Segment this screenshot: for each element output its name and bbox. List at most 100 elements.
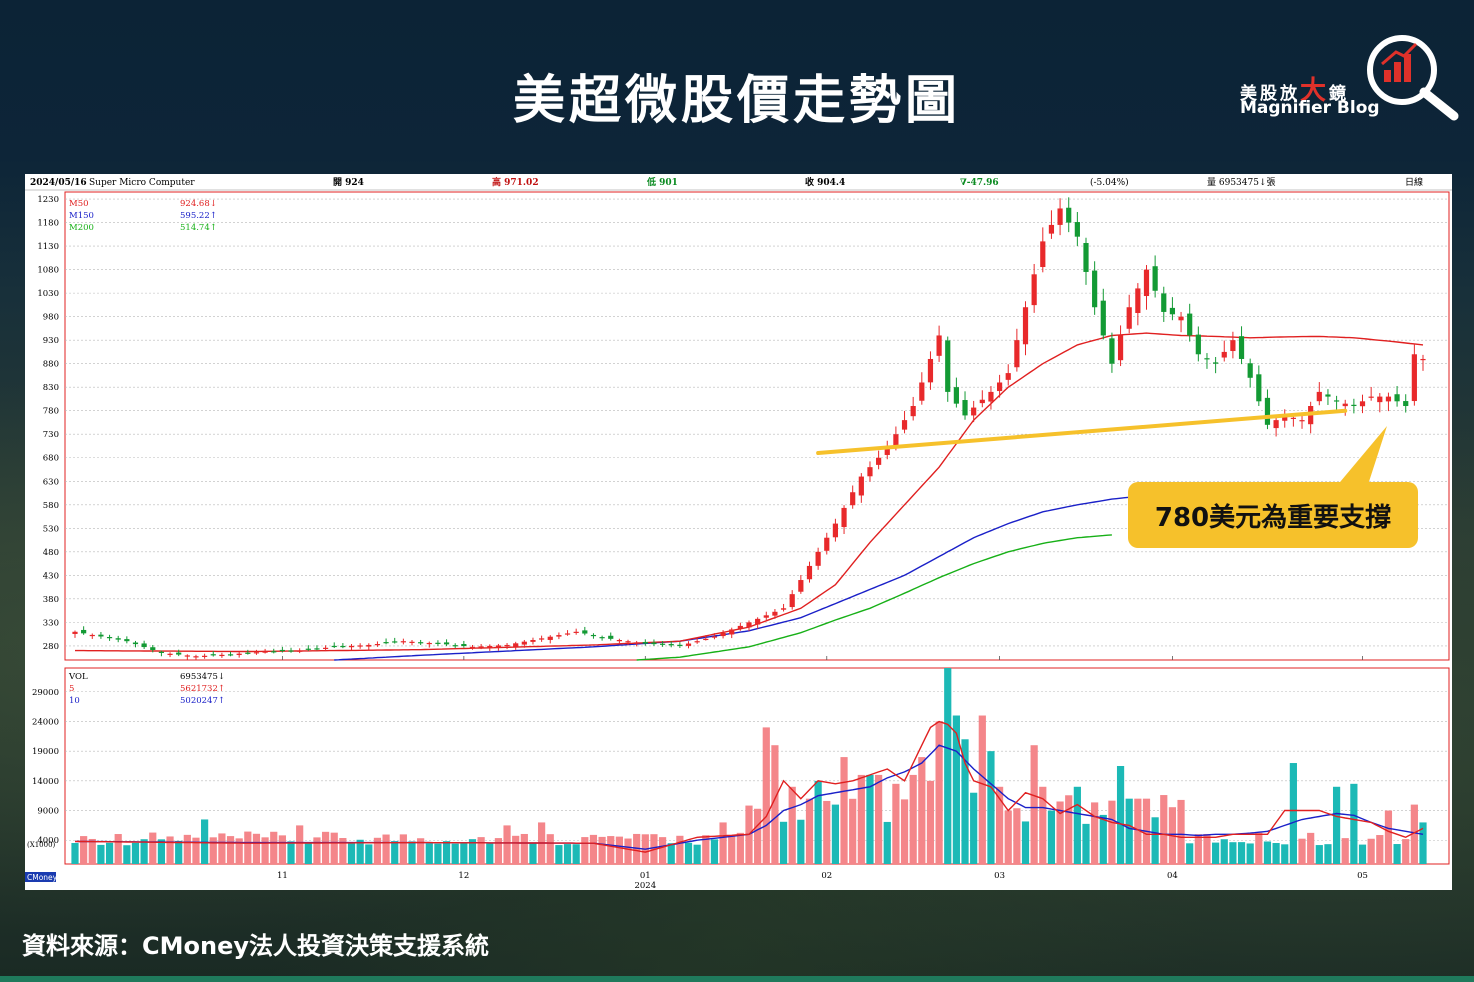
candle-body (435, 642, 441, 644)
candle-body (1161, 293, 1167, 312)
candle-body (806, 565, 813, 580)
watermark-bg (25, 872, 56, 882)
legend-m50-value: 924.68↓ (180, 199, 217, 209)
volume-bar (451, 843, 459, 864)
candle-body (582, 630, 588, 634)
candle-body (106, 637, 113, 639)
volume-bar (1410, 804, 1418, 864)
candle-body (694, 641, 700, 643)
volume-bar (166, 836, 174, 864)
volume-bar (823, 800, 831, 864)
volume-bar (131, 842, 140, 864)
candle-body (132, 642, 139, 645)
candle-body (737, 625, 743, 629)
candle-body (1040, 241, 1046, 268)
volume-bar (961, 739, 969, 864)
candle-body (418, 642, 424, 644)
candle-body (1126, 307, 1132, 329)
candle-body (996, 382, 1003, 392)
volume-bar (1384, 810, 1393, 864)
candle-body (1221, 351, 1227, 358)
candle-body (392, 641, 398, 643)
volume-bar (114, 834, 122, 864)
volume-bar (970, 792, 978, 864)
x-tick-label: 03 (994, 871, 1005, 881)
candle-body (1066, 207, 1072, 223)
candle-body (331, 645, 337, 648)
volume-bar (1402, 839, 1410, 864)
price-tick-label: 280 (43, 642, 59, 652)
volume-bar (347, 842, 356, 864)
candle-body (971, 407, 977, 416)
candle-body (901, 420, 908, 430)
price-tick-label: 930 (43, 336, 59, 346)
candle-body (789, 594, 795, 608)
candle-body (409, 641, 415, 643)
candle-body (668, 644, 674, 646)
volume-bar (892, 783, 900, 864)
candle-body (1022, 307, 1029, 345)
candle-body (167, 653, 173, 655)
volume-bar (926, 780, 935, 864)
candle-body (124, 639, 130, 642)
volume-bar (987, 751, 995, 864)
volume-bar (520, 833, 528, 864)
candle-body (1359, 401, 1366, 407)
volume-bar (1116, 766, 1125, 864)
candle-body (1135, 288, 1141, 314)
candle-body (910, 406, 916, 417)
volume-bar (278, 835, 286, 864)
header-pct: (-5.04%) (1090, 177, 1129, 188)
logo-text-en: Magnifier Blog (1240, 98, 1380, 118)
candle-body (426, 642, 432, 645)
header-date: 2024/05/16 (30, 178, 87, 188)
price-panel-frame (64, 191, 1450, 661)
candle-body (279, 649, 285, 652)
candle-body (1048, 224, 1055, 234)
volume-bar (1004, 810, 1012, 864)
price-tick-label: 1180 (37, 219, 59, 229)
volume-bar (140, 839, 148, 864)
volume-bar (684, 842, 693, 864)
candle-body (452, 645, 458, 647)
volume-bar (572, 844, 580, 864)
volume-bar (1350, 783, 1358, 864)
volume-bar (468, 839, 477, 864)
volume-bar (1108, 800, 1116, 864)
volume-bar (313, 837, 321, 864)
logo-text-cn: 美股放大鏡 (1240, 70, 1349, 107)
candle-body (867, 467, 873, 477)
volume-bar (909, 774, 917, 864)
candle-body (1273, 420, 1279, 429)
candle-body (1169, 307, 1176, 315)
volume-bar (1212, 842, 1220, 864)
candle-body (556, 635, 562, 637)
volume-bar (339, 838, 347, 864)
candle-body (1152, 266, 1158, 291)
vol-legend-ma5-value: 5621732↑ (180, 684, 225, 694)
volume-bar (788, 786, 796, 864)
volume-bar (607, 836, 615, 864)
candle-body (1187, 313, 1193, 336)
volume-bar (88, 838, 96, 864)
volume-bar (1324, 844, 1332, 864)
volume-bar (1358, 844, 1367, 864)
volume-bar (486, 843, 494, 864)
candle-body (858, 476, 864, 496)
candle-body (1031, 274, 1037, 306)
volume-bar (218, 833, 226, 864)
candle-body (850, 492, 856, 506)
candle-body (1195, 334, 1201, 355)
volume-tick-label: 29000 (32, 688, 59, 698)
candle-body (158, 651, 165, 653)
header-period: 日線 (1405, 176, 1423, 188)
candle-body (253, 652, 260, 654)
candle-body (590, 634, 597, 637)
candle-body (1109, 338, 1115, 364)
vol-legend-value: 6953475↓ (180, 672, 225, 682)
volume-bar (417, 838, 425, 864)
header-close: 收 904.4 (805, 176, 845, 188)
volume-bar (624, 838, 632, 864)
candle-body (1351, 404, 1357, 407)
volume-bar (581, 837, 589, 864)
